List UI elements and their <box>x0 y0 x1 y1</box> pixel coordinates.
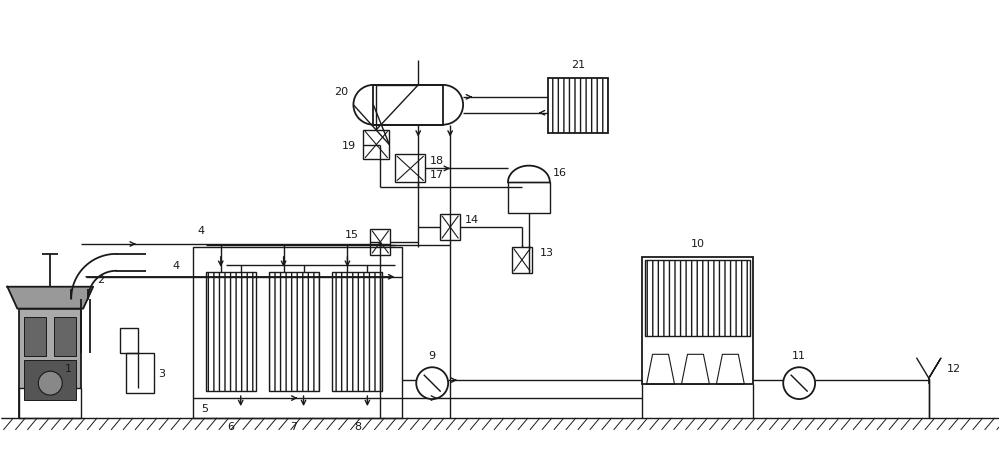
Text: 16: 16 <box>553 168 567 178</box>
Text: 12: 12 <box>947 364 961 374</box>
Bar <box>193 248 402 418</box>
Bar <box>373 86 443 125</box>
Text: 1: 1 <box>65 364 72 374</box>
Text: 6: 6 <box>227 421 234 431</box>
Bar <box>332 272 382 391</box>
Text: 19: 19 <box>341 140 355 150</box>
Bar <box>548 79 608 133</box>
Text: 20: 20 <box>334 87 349 97</box>
Bar <box>19 309 81 418</box>
Text: 2: 2 <box>98 274 105 284</box>
Circle shape <box>783 367 815 399</box>
Bar <box>54 317 76 357</box>
Bar <box>642 258 753 384</box>
Bar <box>126 354 154 393</box>
Text: 10: 10 <box>690 238 704 248</box>
Polygon shape <box>647 355 675 384</box>
Text: 9: 9 <box>429 350 436 360</box>
Bar <box>645 260 750 337</box>
Text: 11: 11 <box>792 350 806 360</box>
Polygon shape <box>716 355 744 384</box>
Text: 15: 15 <box>344 229 358 239</box>
Text: 5: 5 <box>201 403 208 413</box>
Bar <box>508 183 550 214</box>
Circle shape <box>38 371 62 395</box>
Bar <box>24 360 76 400</box>
Polygon shape <box>681 355 709 384</box>
Polygon shape <box>7 287 93 309</box>
Text: 7: 7 <box>290 421 297 431</box>
Text: 4: 4 <box>172 260 179 270</box>
Bar <box>269 272 319 391</box>
Text: 14: 14 <box>465 215 479 225</box>
Text: 3: 3 <box>158 368 165 378</box>
Text: 4: 4 <box>197 226 204 236</box>
Bar <box>120 329 138 354</box>
Bar <box>512 248 532 273</box>
Text: 17: 17 <box>430 170 444 180</box>
Bar <box>440 215 460 240</box>
Text: 8: 8 <box>354 421 361 431</box>
Text: 13: 13 <box>540 248 554 258</box>
Bar <box>19 388 81 418</box>
Bar <box>370 229 390 255</box>
Bar <box>395 155 425 183</box>
Bar <box>363 130 389 160</box>
Text: 21: 21 <box>571 60 585 70</box>
Circle shape <box>416 367 448 399</box>
Bar <box>24 317 46 357</box>
Text: 18: 18 <box>430 156 444 166</box>
Bar <box>206 272 256 391</box>
